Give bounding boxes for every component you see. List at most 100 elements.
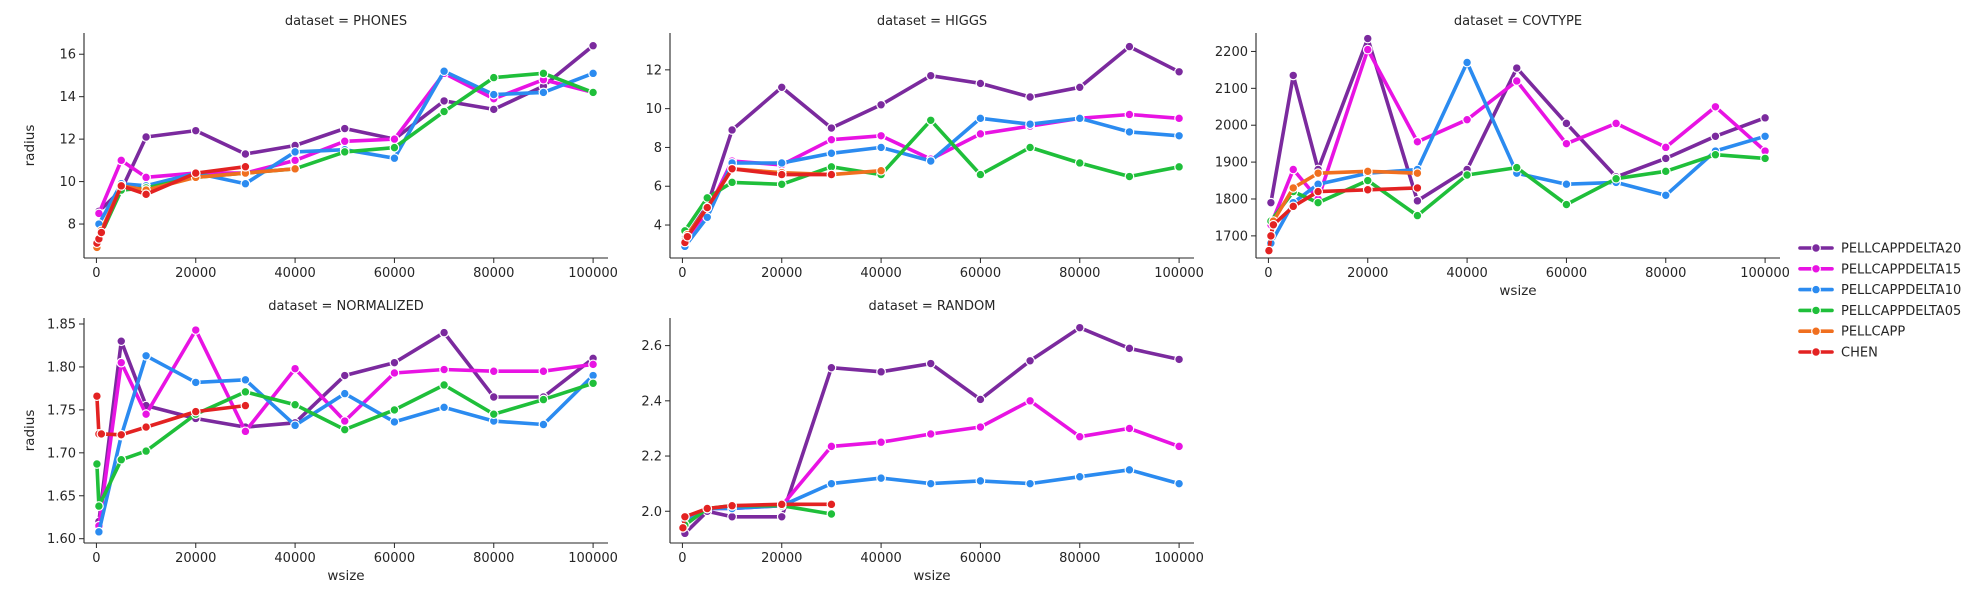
data-point bbox=[1760, 112, 1770, 123]
data-point bbox=[488, 104, 499, 115]
legend-marker bbox=[1811, 347, 1821, 357]
data-point bbox=[1561, 199, 1572, 210]
x-tick-label: 100000 bbox=[1740, 266, 1790, 281]
x-tick-label: 60000 bbox=[374, 551, 415, 566]
series-line bbox=[683, 118, 1181, 233]
data-point bbox=[1412, 168, 1423, 179]
x-tick-label: 0 bbox=[92, 266, 100, 281]
data-point bbox=[1760, 131, 1770, 142]
data-point bbox=[1288, 183, 1299, 193]
x-tick-label: 60000 bbox=[960, 551, 1001, 566]
y-tick-label: 2.6 bbox=[641, 339, 662, 354]
data-point bbox=[776, 499, 787, 510]
data-point bbox=[1174, 113, 1184, 124]
data-point bbox=[389, 368, 400, 378]
data-point bbox=[876, 165, 886, 176]
data-point bbox=[339, 424, 350, 435]
data-point bbox=[1611, 118, 1621, 129]
data-point bbox=[678, 522, 688, 533]
data-point bbox=[141, 172, 151, 183]
data-point bbox=[1074, 82, 1085, 93]
data-point bbox=[826, 169, 837, 180]
data-point bbox=[116, 180, 127, 191]
data-point bbox=[240, 400, 251, 411]
legend-item: PELLCAPPDELTA05 bbox=[1798, 304, 1961, 319]
data-point bbox=[1288, 201, 1299, 212]
series-line bbox=[1267, 169, 1420, 253]
data-point bbox=[290, 399, 300, 410]
data-point bbox=[240, 178, 251, 189]
legend-item: PELLCAPP bbox=[1798, 325, 1905, 340]
data-point bbox=[925, 429, 936, 439]
data-point bbox=[488, 72, 499, 83]
panel-4: dataset = RANDOM 0 20000 40000 60000 80000 100… bbox=[641, 299, 1204, 584]
data-point bbox=[141, 350, 151, 361]
legend-item: PELLCAPPDELTA15 bbox=[1798, 262, 1961, 277]
series-line bbox=[97, 328, 595, 528]
panel-title: dataset = PHONES bbox=[285, 14, 407, 29]
data-point bbox=[92, 391, 102, 402]
data-point bbox=[190, 377, 201, 388]
data-point bbox=[389, 153, 400, 164]
data-point bbox=[116, 155, 127, 166]
data-point bbox=[190, 406, 201, 417]
y-tick-label: 2.4 bbox=[641, 394, 662, 409]
data-point bbox=[190, 168, 201, 178]
data-point bbox=[1362, 184, 1373, 195]
x-tick-label: 60000 bbox=[960, 266, 1001, 281]
data-point bbox=[439, 380, 449, 390]
x-tick-label: 60000 bbox=[1546, 266, 1587, 281]
x-tick-label: 80000 bbox=[1059, 551, 1100, 566]
y-tick-label: 1.80 bbox=[47, 360, 76, 375]
data-point bbox=[1362, 166, 1373, 177]
x-axis-label: wsize bbox=[327, 568, 364, 584]
data-point bbox=[96, 227, 107, 238]
y-tick-label: 2000 bbox=[1215, 119, 1248, 134]
data-point bbox=[776, 179, 787, 190]
legend-marker bbox=[1811, 326, 1821, 337]
data-point bbox=[826, 509, 837, 519]
series-chen bbox=[92, 161, 251, 249]
data-point bbox=[240, 426, 251, 437]
data-point bbox=[439, 66, 449, 77]
data-point bbox=[1174, 66, 1184, 77]
data-point bbox=[1710, 149, 1721, 160]
x-tick-label: 20000 bbox=[761, 551, 802, 566]
y-tick-label: 14 bbox=[59, 90, 76, 105]
data-point bbox=[1174, 354, 1184, 365]
data-point bbox=[1124, 343, 1135, 354]
data-point bbox=[1074, 431, 1085, 442]
data-point bbox=[826, 123, 837, 133]
series-line bbox=[97, 354, 595, 534]
x-tick-label: 100000 bbox=[568, 551, 618, 566]
data-point bbox=[975, 169, 986, 180]
panel-title: dataset = COVTYPE bbox=[1454, 14, 1582, 29]
data-point bbox=[339, 370, 350, 381]
data-point bbox=[588, 40, 598, 51]
series-pellcappdelta15 bbox=[680, 395, 1184, 530]
legend-marker bbox=[1811, 284, 1821, 295]
data-point bbox=[1313, 168, 1323, 179]
x-tick-label: 100000 bbox=[568, 266, 618, 281]
y-tick-label: 2.2 bbox=[641, 450, 662, 465]
data-point bbox=[439, 106, 449, 117]
data-point bbox=[1288, 70, 1299, 81]
data-point bbox=[1561, 118, 1572, 129]
series-pellcappdelta15 bbox=[94, 68, 598, 219]
panel-title: dataset = RANDOM bbox=[869, 299, 996, 314]
data-point bbox=[876, 142, 886, 153]
data-point bbox=[727, 177, 737, 188]
data-point bbox=[92, 459, 102, 469]
data-point bbox=[925, 70, 936, 81]
data-point bbox=[1462, 170, 1472, 180]
y-tick-label: 2.0 bbox=[641, 505, 662, 520]
panel-title: dataset = NORMALIZED bbox=[268, 299, 424, 314]
data-point bbox=[1174, 130, 1184, 141]
data-point bbox=[439, 364, 449, 375]
data-point bbox=[975, 394, 986, 405]
series-chen bbox=[678, 499, 837, 533]
y-tick-label: 12 bbox=[645, 63, 662, 78]
data-point bbox=[1412, 195, 1423, 206]
y-axis-label: radius bbox=[22, 125, 38, 167]
data-point bbox=[727, 163, 737, 174]
